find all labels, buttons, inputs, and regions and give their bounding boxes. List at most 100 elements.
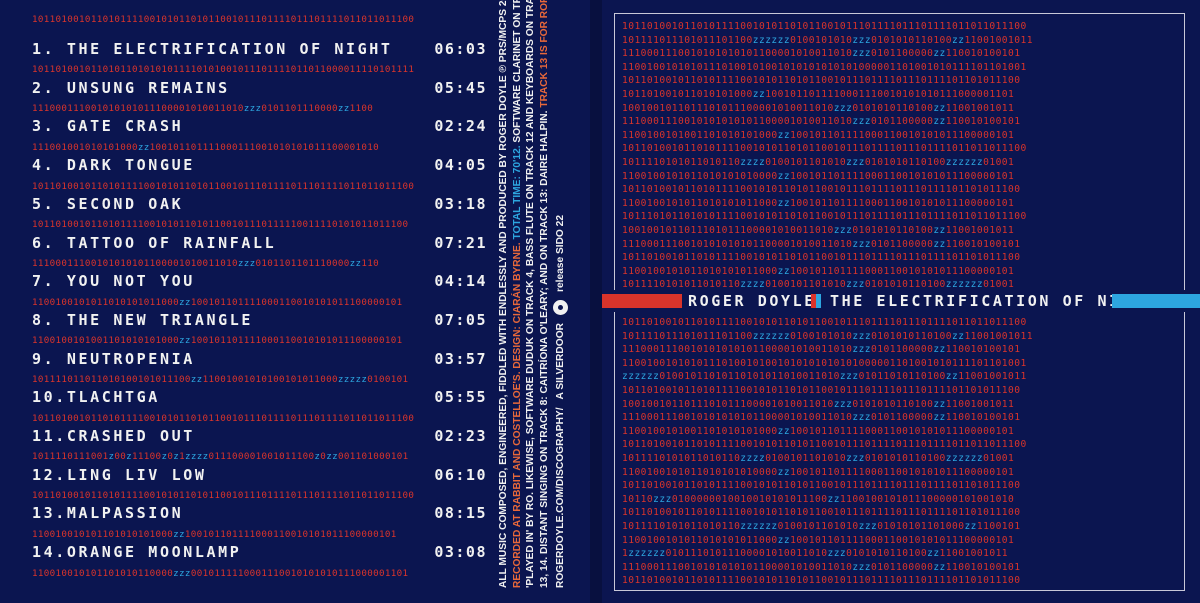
credits-line-4: 13, 14. DISTANT SINGING ON TRACK 8: CAIT… <box>538 0 552 589</box>
label-row: ROGERDOYLE.COM/DISCOGRAPHY/ A SILVERDOOR… <box>553 28 568 588</box>
track-row: 1. THE ELECTRIFICATION OF NIGHT 06:03 <box>32 40 487 58</box>
cover-binary-row: 1110001110010101010101100001010011010zzz… <box>622 344 1021 356</box>
cover-binary-row: 1011010010110101111001010110101100101110… <box>622 507 1021 519</box>
binary-row: 1011010010110101111001010110101100101110… <box>32 181 415 192</box>
track-title: 10.TLACHTGA <box>32 388 160 407</box>
cover-binary-row: 1100100101011010101010000zz1001011011110… <box>622 170 1015 182</box>
credits-distant-singing: 13, 14. DISTANT SINGING ON TRACK 8: CAIT… <box>538 110 550 589</box>
cover-binary-row: 1100100101001101010101000zz1001011011110… <box>622 129 1015 141</box>
track-duration: 03:18 <box>434 194 487 213</box>
cover-binary-row: 1100100101011010101011000zz1001011011110… <box>622 534 1015 546</box>
track-duration: 07:05 <box>434 310 487 329</box>
credits-line-1: ALL MUSIC COMPOSED, ENGINEERED, FIDDLED … <box>498 0 509 588</box>
cover-binary-row: 1100100101010111010010100101010101010100… <box>622 357 1027 369</box>
cover-binary-row: 1011110101011010110zzzz0100101101010zzz0… <box>622 453 1015 464</box>
binary-row: 110010010101101010110000zzz0010111110001… <box>32 568 409 579</box>
binary-row: 11100011100101010101100001010011010zzz01… <box>32 258 380 269</box>
red-blue-separator <box>811 294 821 308</box>
credits-block: ALL MUSIC COMPOSED, ENGINEERED, FIDDLED … <box>497 0 577 589</box>
track-title: 11.CRASHED OUT <box>32 427 195 445</box>
track-duration: 04:14 <box>434 272 487 291</box>
cover-binary-row: 1011010010110101111001010110101100101110… <box>622 480 1021 492</box>
label-name: A SILVERDOOR <box>554 323 566 400</box>
cover-binary-row: 1001001011011101011100001010011010zzz010… <box>622 398 1015 410</box>
cover-binary-row: 101101001011010101000zz10010110111100011… <box>622 89 1015 100</box>
cover-binary-row: 1011010010110101111001010110101100101110… <box>622 21 1027 32</box>
back-cover-panel: 1011010010110101111001010110101100101110… <box>0 0 590 603</box>
credits-software-clarinet: SOFTWARE CLARINET ON TRACKS 1, 2, 6, 10 <box>511 0 523 143</box>
binary-row: 110010010101101010101000zz10010110111100… <box>32 529 397 540</box>
track-row: 4. DARK TONGUE 04:05 <box>32 156 487 174</box>
binary-row: 1100100101001101010101000zz1001011011110… <box>32 335 403 346</box>
cover-binary-row: 1011010010110101111001010110101100101110… <box>622 184 1021 196</box>
cover-binary-row: 1100100101010111010010100101010101010100… <box>622 61 1027 73</box>
cover-binary-row: 1011010010110101111001010110101100101110… <box>622 317 1027 328</box>
cover-binary-row: 1110001110010101010101100001010011010zzz… <box>622 412 1021 424</box>
title-bar: ROGER DOYLE THE ELECTRIFICATION OF NIGHT <box>602 290 1200 312</box>
binary-row: 111001001010101000zz10010110111100011100… <box>32 142 380 153</box>
credits-total-time: TOTAL TIME: 70'12. <box>511 145 523 240</box>
track-title: 6. TATTOO OF RAINFALL <box>32 233 277 252</box>
track-row: 12.LING LIV LOW 06:10 <box>32 466 487 484</box>
cover-binary-row: 101111011101011101100zzzzzz0100101010zzz… <box>622 330 1033 342</box>
track-title: 5. SECOND OAK <box>32 194 184 213</box>
track-title: 7. YOU NOT YOU <box>32 272 195 291</box>
cover-binary-row: 1011110101011010110zzzz0100101101010zzz0… <box>622 279 1015 291</box>
artist-name: ROGER DOYLE <box>688 292 816 310</box>
track-duration: 03:08 <box>434 543 487 562</box>
cover-binary-row: 1011010010110101111001010110101100101110… <box>622 75 1021 87</box>
binary-row: 1011110111001z00z11100z0z1zzzz0111000010… <box>32 451 409 462</box>
cover-binary-row: 1110001110010101010101100001010011010zzz… <box>622 116 1021 128</box>
track-title: 4. DARK TONGUE <box>32 156 195 175</box>
binary-row: 1011010010110101111001010110101100101110… <box>32 413 415 424</box>
blue-stripe <box>1112 294 1200 308</box>
track-row: 9. NEUTROPENIA 03:57 <box>32 350 487 368</box>
cover-binary-row: 1011010010110101111001010110101100101110… <box>622 575 1021 587</box>
track-row: 5. SECOND OAK 03:18 <box>32 195 487 213</box>
spine-gutter <box>590 0 602 603</box>
track-row: 13.MALPASSION 08:15 <box>32 504 487 522</box>
credits-line-2: RECORDED AT RABBIT AND COSTELLOE'S. DESI… <box>511 0 525 588</box>
track-row: 7. YOU NOT YOU 04:14 <box>32 272 487 290</box>
track-duration: 05:55 <box>434 388 487 407</box>
cover-binary-row: 1001001011011101011100001010011010zzz010… <box>622 225 1015 236</box>
cover-binary-row: 1011101011010101111001010110101100101110… <box>622 211 1027 223</box>
track-duration: 06:03 <box>434 40 487 58</box>
track-duration: 05:45 <box>434 78 487 97</box>
track-title: 2. UNSUNG REMAINS <box>32 78 230 97</box>
binary-row: 1011010010110101111001010110101100101110… <box>32 14 415 25</box>
track-duration: 08:15 <box>434 504 487 523</box>
red-stripe <box>602 294 682 308</box>
track-duration: 03:57 <box>434 349 487 368</box>
track-duration: 02:23 <box>434 427 487 445</box>
track-row: 14.ORANGE MOONLAMP 03:08 <box>32 543 487 561</box>
binary-row: 1011010010110101111001010110101100101110… <box>32 490 415 501</box>
track-row: 2. UNSUNG REMAINS 05:45 <box>32 79 487 97</box>
track-title: 1. THE ELECTRIFICATION OF NIGHT <box>32 40 393 58</box>
cover-binary-row: 1100100101011010101010000zz1001011011110… <box>622 466 1015 478</box>
track-title: 12.LING LIV LOW <box>32 465 207 484</box>
track-title: 3. GATE CRASH <box>32 117 184 136</box>
binary-row: 1100100101011010101011000zz1001011011110… <box>32 297 403 308</box>
credits-recorded: RECORDED AT RABBIT AND COSTELLOE'S. DESI… <box>511 242 523 588</box>
website-link[interactable]: ROGERDOYLE.COM/DISCOGRAPHY/ <box>554 407 566 588</box>
track-row: 11.CRASHED OUT 02:23 <box>32 427 487 445</box>
cover-binary-row: 101111011101011101100zzzzzz0100101010zzz… <box>622 34 1033 46</box>
track-title: 8. THE NEW TRIANGLE <box>32 310 253 329</box>
silverdoor-disc-icon <box>553 300 568 316</box>
track-duration: 04:05 <box>434 156 487 175</box>
cover-binary-row: 10110zzz0100000010010010101011100zz11001… <box>622 493 1015 505</box>
cover-binary-row: zzzzzz01001011010110101011010011010zzz01… <box>622 371 1027 383</box>
binary-row: 111000111001010101011100001010011010zzz0… <box>32 103 374 114</box>
cover-binary-row: 1100100101011010101011000zz1001011011110… <box>622 265 1015 277</box>
cover-binary-row: 1110001110010101010101100001010011010zzz… <box>622 238 1021 250</box>
cover-binary-row: 1110001110010101010101100001010011010zzz… <box>622 561 1021 573</box>
track-duration: 06:10 <box>434 465 487 484</box>
release-number: release SIDO 22 <box>554 214 566 293</box>
track-row: 3. GATE CRASH 02:24 <box>32 117 487 135</box>
binary-row: 1011010010110101111001010110101100101110… <box>32 219 409 230</box>
credits-line-3: 'PLAYED IN' BY RO. LIKEWISE, SOFTWARE DU… <box>525 0 536 588</box>
track-duration: 02:24 <box>434 117 487 136</box>
binary-row: 101111011011010100101011100zz11001001010… <box>32 374 409 385</box>
track-title: 13.MALPASSION <box>32 504 184 523</box>
